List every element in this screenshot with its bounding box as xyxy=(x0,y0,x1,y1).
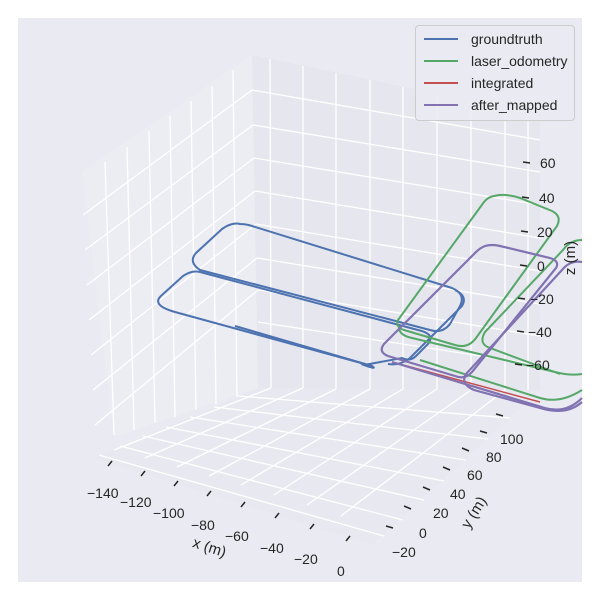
x-tick-label: −140 xyxy=(87,485,119,501)
left-pane xyxy=(82,55,258,437)
y-tick-label: 40 xyxy=(450,486,466,502)
x-tick-label: −60 xyxy=(225,528,249,544)
z-tick-label: −40 xyxy=(528,324,552,340)
legend-label: groundtruth xyxy=(471,31,543,47)
x-tick-label: 0 xyxy=(337,563,345,579)
legend-item-after-mapped: after_mapped xyxy=(416,94,557,116)
z-axis-ticks xyxy=(514,161,531,366)
legend-item-groundtruth: groundtruth xyxy=(416,28,543,50)
x-tick-label: −80 xyxy=(191,517,215,533)
z-axis-label: z (m) xyxy=(562,241,579,275)
legend-item-integrated: integrated xyxy=(416,72,533,94)
legend: groundtruth laser_odometry integrated af… xyxy=(415,25,575,121)
x-tick-label: −20 xyxy=(294,551,318,567)
z-tick-label: 40 xyxy=(539,190,555,206)
y-tick-label: 60 xyxy=(467,467,483,483)
z-tick-label: 0 xyxy=(537,258,545,274)
x-tick-label: −100 xyxy=(153,505,185,521)
y-tick-label: −20 xyxy=(392,544,416,560)
legend-swatch xyxy=(424,104,458,106)
y-tick-label: 100 xyxy=(500,431,524,447)
legend-item-laser-odometry: laser_odometry xyxy=(416,50,568,72)
y-tick-label: 0 xyxy=(419,525,427,541)
legend-swatch xyxy=(424,60,458,62)
series-laser-odometry xyxy=(396,193,560,348)
back-pane xyxy=(252,55,540,390)
y-axis-ticks xyxy=(385,413,504,529)
y-tick-labels: −20 0 20 40 60 80 100 xyxy=(392,431,524,560)
z-tick-label: −60 xyxy=(526,357,550,373)
z-tick-label: 20 xyxy=(537,224,553,240)
legend-label: laser_odometry xyxy=(471,53,568,69)
x-tick-label: −120 xyxy=(120,494,152,510)
legend-label: integrated xyxy=(471,75,534,91)
z-tick-label: −20 xyxy=(530,291,554,307)
z-tick-labels: 60 40 20 0 −20 −40 −60 xyxy=(526,155,556,373)
x-tick-label: −40 xyxy=(260,540,284,556)
x-tick-labels: −140 −120 −100 −80 −60 −40 −20 0 xyxy=(87,485,345,579)
legend-label: after_mapped xyxy=(471,97,558,113)
y-tick-label: 20 xyxy=(433,505,449,521)
gridlines xyxy=(82,58,541,537)
legend-swatch xyxy=(424,82,458,84)
y-tick-label: 80 xyxy=(486,449,502,465)
x-axis-ticks xyxy=(107,460,351,542)
z-tick-label: 60 xyxy=(540,155,556,171)
floor-pane xyxy=(93,388,540,545)
trajectories xyxy=(157,193,583,413)
legend-swatch xyxy=(424,38,458,40)
